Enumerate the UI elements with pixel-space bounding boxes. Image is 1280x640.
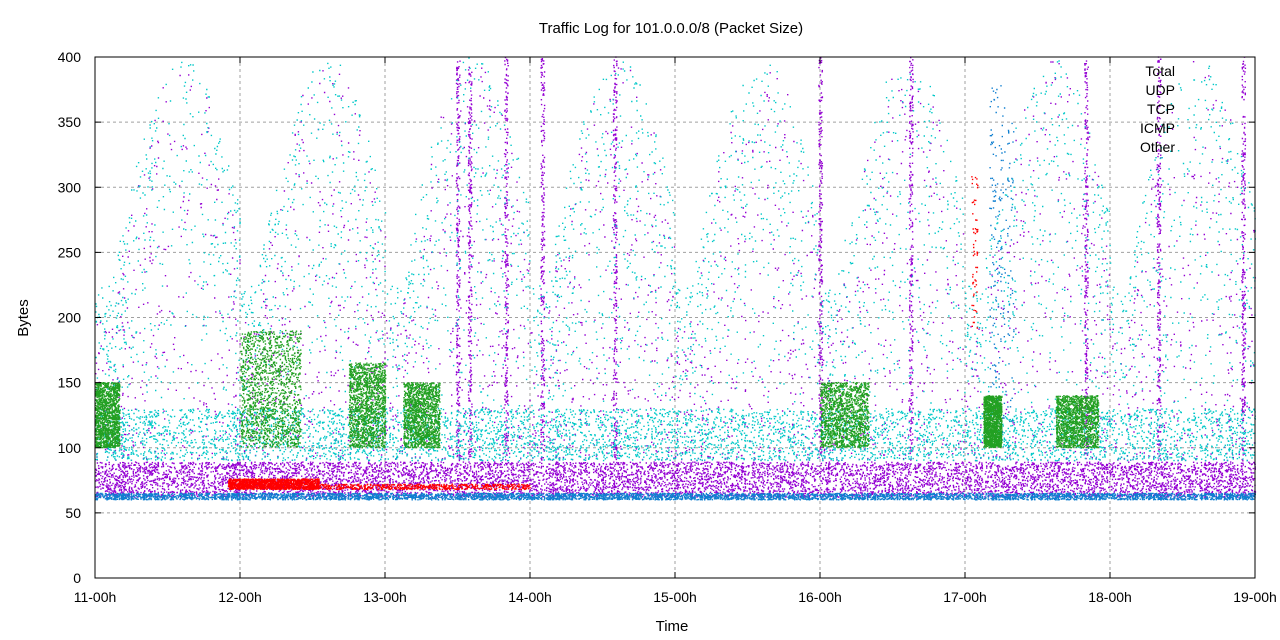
grid-layer xyxy=(95,57,1255,578)
y-tick-label: 150 xyxy=(58,375,82,391)
legend-entry-icmp: ICMP xyxy=(1140,120,1175,136)
x-axis-label: Time xyxy=(656,618,689,635)
y-tick-label: 250 xyxy=(58,244,82,260)
legend-entry-tcp: TCP xyxy=(1147,101,1175,117)
x-tick-label: 19-00h xyxy=(1233,589,1277,605)
y-tick-label: 300 xyxy=(58,179,82,195)
x-tick-label: 15-00h xyxy=(653,589,697,605)
point-cloud xyxy=(95,85,1256,501)
chart-title: Traffic Log for 101.0.0.0/8 (Packet Size… xyxy=(539,20,803,37)
x-tick-label: 16-00h xyxy=(798,589,842,605)
x-tick-label: 18-00h xyxy=(1088,589,1132,605)
legend-entry-total: Total xyxy=(1145,63,1175,79)
tick-labels: 0 50 100 150 200 250 300 350 400 11-00h 12-00h 13-0… xyxy=(58,49,1277,605)
y-axis-label: Bytes xyxy=(15,299,32,337)
x-tick-label: 17-00h xyxy=(943,589,987,605)
y-tick-label: 200 xyxy=(58,310,82,326)
x-tick-label: 11-00h xyxy=(74,589,117,605)
legend: Total UDP TCP ICMP Other xyxy=(1140,63,1175,155)
legend-entry-other: Other xyxy=(1140,139,1175,155)
y-tick-label: 400 xyxy=(58,49,82,65)
y-tick-label: 0 xyxy=(73,570,81,586)
data-points xyxy=(95,56,1257,501)
x-tick-label: 12-00h xyxy=(218,589,262,605)
y-tick-label: 50 xyxy=(65,505,81,521)
point-cloud xyxy=(227,176,979,491)
point-cloud xyxy=(95,329,1100,449)
y-tick-label: 350 xyxy=(58,114,82,130)
x-tick-label: 13-00h xyxy=(363,589,407,605)
legend-entry-udp: UDP xyxy=(1145,82,1175,98)
x-tick-label: 14-00h xyxy=(508,589,552,605)
y-tick-label: 100 xyxy=(58,440,82,456)
